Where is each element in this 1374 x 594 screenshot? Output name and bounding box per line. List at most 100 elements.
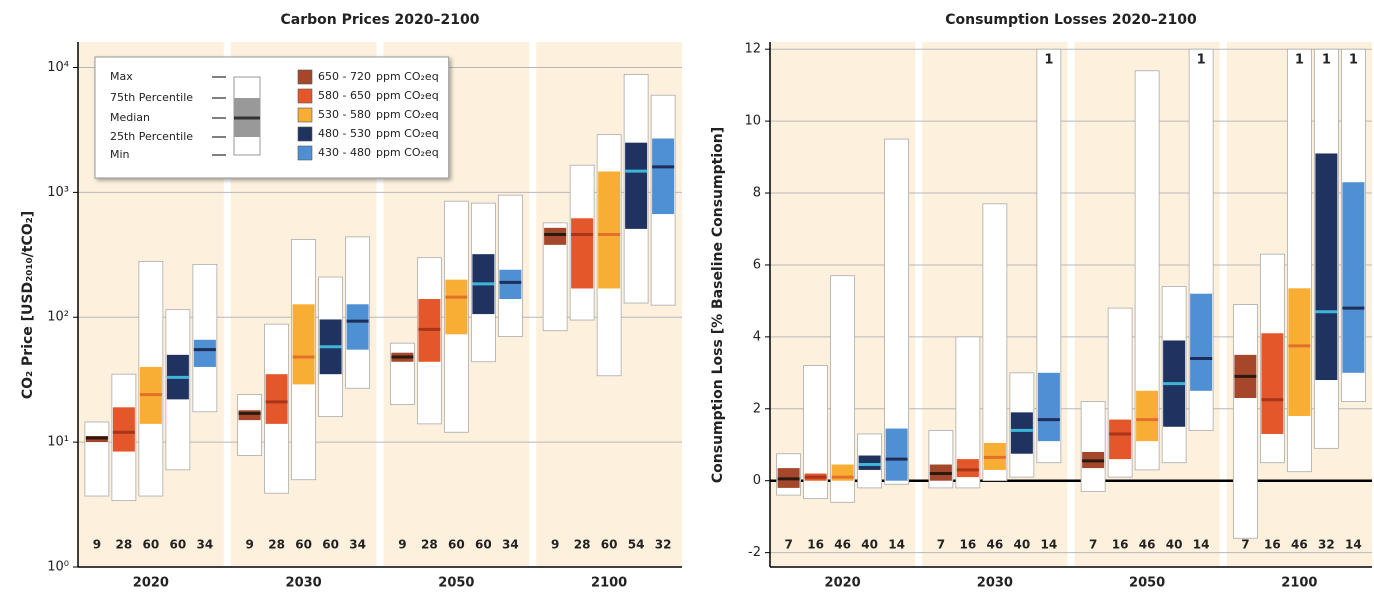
legend-swatch <box>297 126 313 142</box>
count-label: 40 <box>1166 538 1183 552</box>
legend-unit: ppm CO₂eq <box>376 70 439 83</box>
x-tick-label: 2050 <box>438 576 474 591</box>
legend-label: 480 - 530 <box>318 127 371 140</box>
y-tick-label: 8 <box>753 186 761 201</box>
chart-title: Consumption Losses 2020–2100 <box>945 12 1197 28</box>
count-label: 40 <box>1014 538 1031 552</box>
legend-unit: ppm CO₂eq <box>376 89 439 102</box>
count-label: 16 <box>960 538 977 552</box>
y-tick-label: 12 <box>744 42 761 57</box>
iqr-box <box>625 142 648 229</box>
count-label: 60 <box>448 538 465 552</box>
overflow-label: 1 <box>1322 53 1331 68</box>
count-label: 40 <box>861 538 878 552</box>
range-bar <box>389 342 415 405</box>
count-label: 60 <box>295 538 312 552</box>
count-label: 7 <box>1089 538 1097 552</box>
count-label: 32 <box>655 538 672 552</box>
legend-swatch <box>297 69 313 85</box>
overflow-label: 1 <box>1349 53 1358 68</box>
iqr-box <box>238 410 261 421</box>
y-tick-label: 10⁰ <box>47 560 69 575</box>
x-tick-label: 2100 <box>591 576 627 591</box>
iqr-box <box>1037 372 1060 442</box>
y-tick-label: 10⁴ <box>47 60 69 75</box>
range-bar <box>192 263 218 413</box>
count-label: 54 <box>628 538 645 552</box>
legend-swatch <box>297 145 313 161</box>
iqr-box <box>193 339 216 367</box>
count-label: 60 <box>143 538 160 552</box>
legend-box-label: Max <box>110 70 133 83</box>
iqr-box <box>265 374 288 424</box>
iqr-box <box>885 428 908 481</box>
legend: Max 75th Percentile Median 25th Percentile M… <box>94 56 450 179</box>
legend-swatch <box>297 107 313 123</box>
iqr-box <box>1109 419 1132 460</box>
iqr-box <box>445 279 468 335</box>
x-tick-label: 2020 <box>133 576 169 591</box>
iqr-box <box>956 459 979 478</box>
overflow-label: 1 <box>1197 53 1206 68</box>
y-tick-label: -2 <box>748 545 761 560</box>
count-label: 14 <box>1193 538 1210 552</box>
legend-frame <box>94 56 450 179</box>
legend-label: 580 - 650 <box>318 89 371 102</box>
count-label: 60 <box>601 538 618 552</box>
y-tick-label: 6 <box>753 257 761 272</box>
count-label: 9 <box>398 538 406 552</box>
x-tick-label: 2050 <box>1129 576 1165 591</box>
y-tick-label: 10³ <box>47 185 69 200</box>
count-label: 32 <box>1318 538 1335 552</box>
iqr-box <box>1190 293 1213 391</box>
count-label: 46 <box>1139 538 1156 552</box>
count-label: 7 <box>784 538 792 552</box>
iqr-box <box>1010 412 1033 454</box>
range-bar <box>1232 304 1258 539</box>
iqr-box <box>1342 182 1365 373</box>
count-label: 34 <box>502 538 519 552</box>
count-label: 16 <box>1112 538 1129 552</box>
iqr-box <box>571 218 594 289</box>
y-tick-label: 10² <box>47 310 69 325</box>
count-label: 60 <box>475 538 492 552</box>
count-label: 14 <box>1041 538 1058 552</box>
count-label: 46 <box>987 538 1004 552</box>
iqr-box <box>1315 153 1338 381</box>
x-tick-label: 2020 <box>825 576 861 591</box>
legend-unit: ppm CO₂eq <box>376 127 439 140</box>
count-label: 60 <box>170 538 187 552</box>
range-bar <box>497 194 523 337</box>
count-label: 16 <box>807 538 824 552</box>
legend-box-label: Min <box>110 148 130 161</box>
count-label: 28 <box>574 538 591 552</box>
legend-label: 530 - 580 <box>318 108 371 121</box>
iqr-box <box>1261 333 1284 434</box>
y-axis-label: Consumption Loss [% Baseline Consumption… <box>710 127 726 483</box>
legend-box-label: 75th Percentile <box>110 91 193 104</box>
count-label: 46 <box>1291 538 1308 552</box>
count-label: 14 <box>1345 538 1362 552</box>
overflow-label: 1 <box>1295 53 1304 68</box>
count-label: 34 <box>197 538 214 552</box>
iqr-box <box>112 407 135 452</box>
x-tick-label: 2100 <box>1281 576 1317 591</box>
y-axis-label: CO₂ Price [USD₂₀₁₀/tCO₂] <box>20 211 36 399</box>
count-label: 60 <box>322 538 339 552</box>
legend-label: 430 - 480 <box>318 146 371 159</box>
count-label: 7 <box>1241 538 1249 552</box>
range-bar <box>84 421 110 497</box>
x-tick-label: 2030 <box>286 576 322 591</box>
count-label: 28 <box>116 538 133 552</box>
iqr-box <box>544 227 567 245</box>
range-bar <box>1080 401 1106 492</box>
count-label: 16 <box>1264 538 1281 552</box>
count-label: 46 <box>834 538 851 552</box>
count-label: 9 <box>93 538 101 552</box>
iqr-box <box>1288 288 1311 416</box>
iqr-box <box>598 171 621 289</box>
count-label: 28 <box>268 538 285 552</box>
range-bar <box>884 138 910 485</box>
legend-box-label: Median <box>110 111 150 124</box>
